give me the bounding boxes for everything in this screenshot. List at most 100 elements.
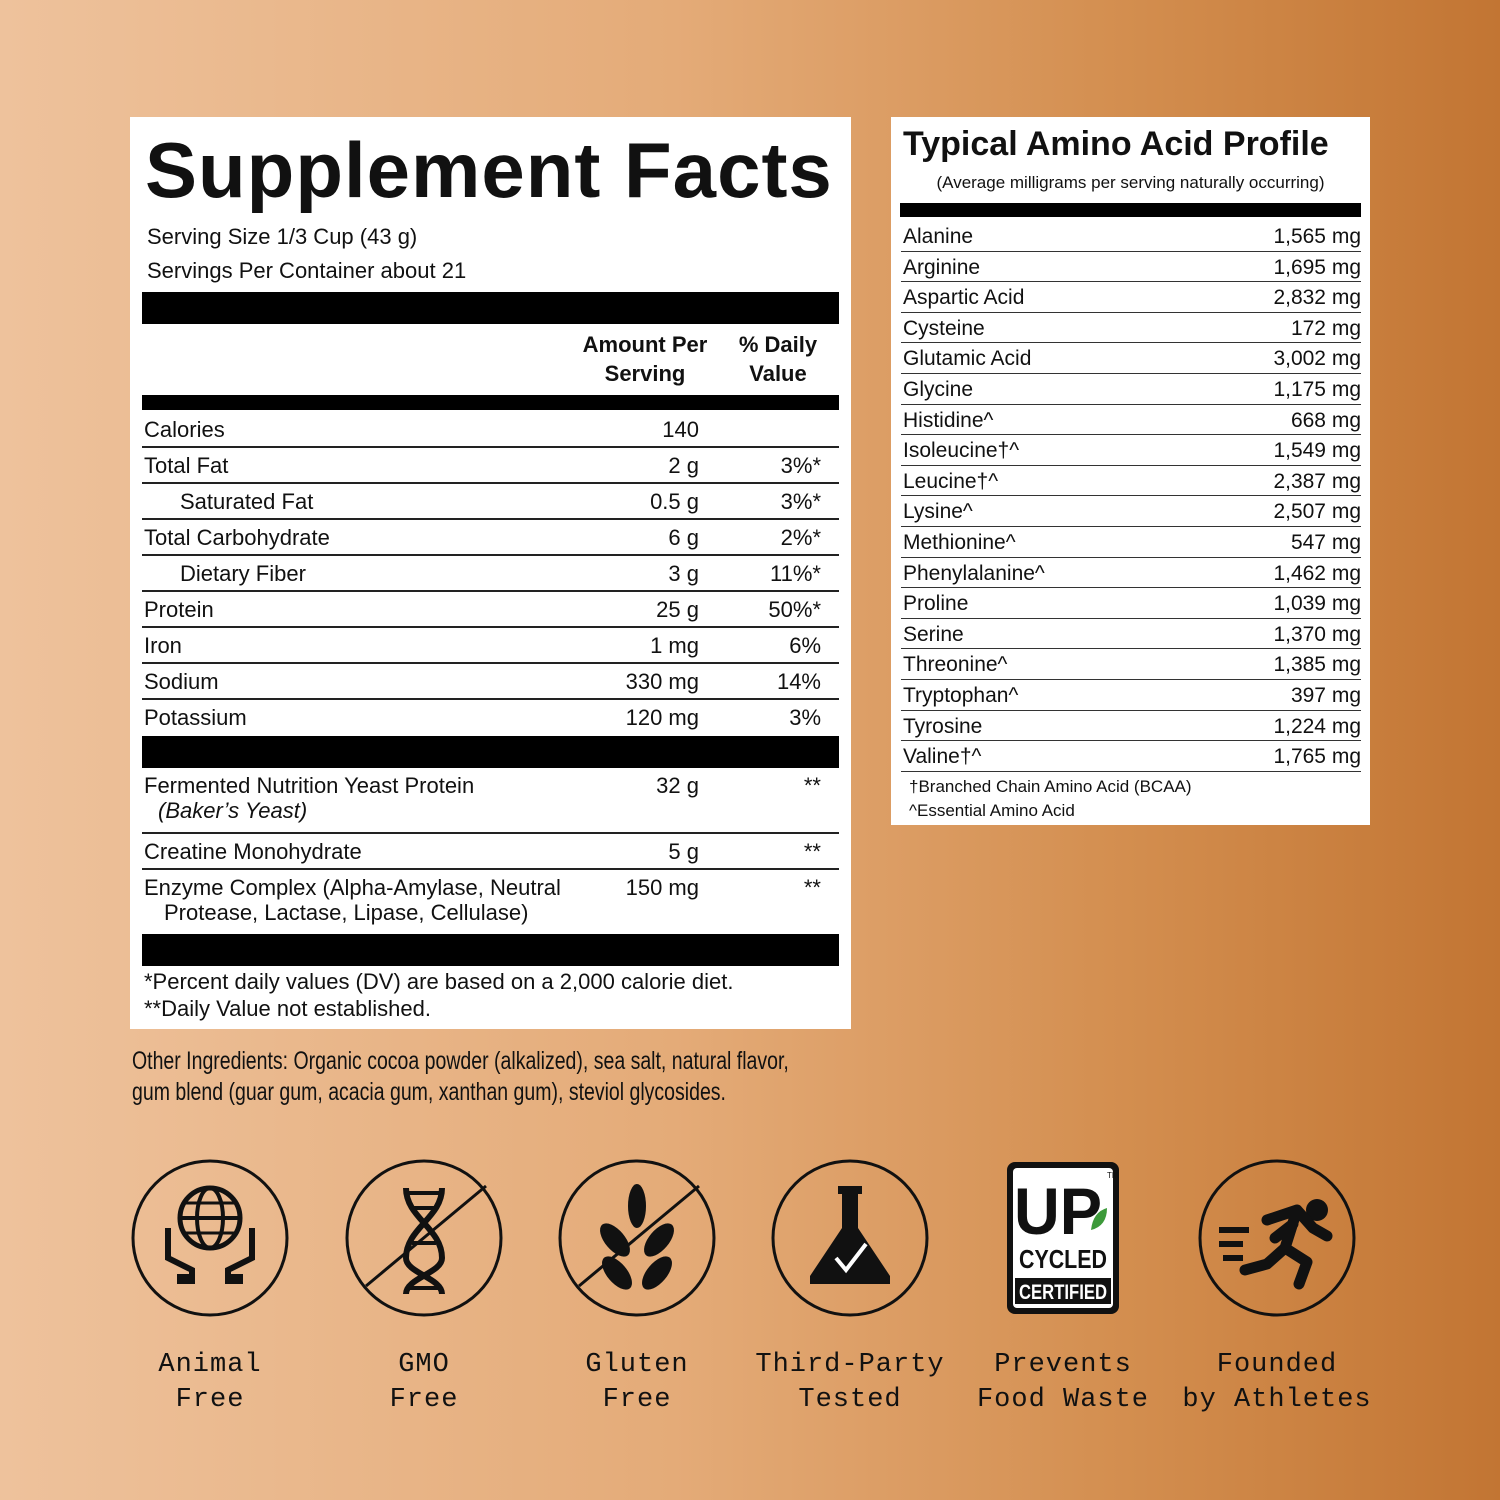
- amino-value: 1,039 mg: [1273, 592, 1361, 616]
- flask-check-icon: [771, 1159, 929, 1317]
- nutrient-row: Saturated Fat 0.5 g 3%*: [142, 484, 839, 520]
- amino-name: Tryptophan^: [903, 684, 1019, 707]
- amino-row: Lysine^ 2,507 mg: [901, 496, 1361, 527]
- amino-row: Leucine†^ 2,387 mg: [901, 466, 1361, 497]
- amino-name: Lysine^: [903, 500, 973, 524]
- nutrient-name: Calories: [144, 417, 225, 442]
- nutrient-name: Dietary Fiber: [180, 561, 306, 586]
- nutrient-row: Dietary Fiber 3 g 11%*: [142, 556, 839, 592]
- amino-row: Alanine 1,565 mg: [901, 221, 1361, 252]
- amino-row: Arginine 1,695 mg: [901, 252, 1361, 283]
- amino-value: 2,387 mg: [1273, 469, 1361, 493]
- nutrient-row: Sodium 330 mg 14%: [142, 664, 839, 700]
- dna-crossed-icon: [345, 1159, 503, 1317]
- footnote-not-established: **Daily Value not established.: [144, 996, 431, 1021]
- svg-text:TM: TM: [1107, 1171, 1119, 1180]
- nutrient-dv: 6%: [789, 633, 821, 658]
- amino-row: Glutamic Acid 3,002 mg: [901, 343, 1361, 374]
- amino-row: Methionine^ 547 mg: [901, 527, 1361, 558]
- badge-flask-check: Third-Party Tested: [750, 1158, 950, 1418]
- amino-value: 1,462 mg: [1273, 561, 1361, 585]
- nutrient-row: Calories 140: [142, 412, 839, 448]
- badge-globe-hands: Animal Free: [110, 1158, 310, 1418]
- amino-value: 1,565 mg: [1273, 225, 1361, 248]
- nutrient-dv: 3%*: [780, 453, 821, 478]
- amino-row: Serine 1,370 mg: [901, 619, 1361, 650]
- divider-bar: [142, 934, 839, 966]
- ingredient-row: Fermented Nutrition Yeast Protein (Baker…: [142, 768, 839, 834]
- amino-title: Typical Amino Acid Profile: [903, 125, 1329, 163]
- amino-value: 668 mg: [1290, 408, 1361, 432]
- nutrient-row: Iron 1 mg 6%: [142, 628, 839, 664]
- svg-text:UP: UP: [1014, 1174, 1102, 1248]
- nutrient-name: Saturated Fat: [180, 489, 314, 514]
- nutrient-name: Total Fat: [144, 453, 229, 478]
- badge-label: GMO Free: [389, 1350, 459, 1415]
- nutrient-name: Protein: [144, 597, 214, 622]
- amino-value: 2,507 mg: [1273, 500, 1361, 524]
- amino-value: 1,385 mg: [1273, 653, 1361, 677]
- nutrient-amount: 25 g: [656, 597, 699, 622]
- amino-name: Methionine^: [903, 531, 1016, 554]
- amino-value: 172 mg: [1290, 316, 1361, 340]
- amino-row: Threonine^ 1,385 mg: [901, 649, 1361, 680]
- amino-row: Glycine 1,175 mg: [901, 374, 1361, 405]
- amino-name: Phenylalanine^: [903, 561, 1045, 585]
- amino-row: Proline 1,039 mg: [901, 588, 1361, 619]
- divider-bar: [142, 736, 839, 768]
- divider-bar: [142, 292, 839, 324]
- amino-row: Valine†^ 1,765 mg: [901, 741, 1361, 772]
- nutrient-name: Sodium: [144, 669, 219, 694]
- supplement-facts-title: Supplement Facts: [145, 126, 833, 214]
- nutrient-name: Iron: [144, 633, 182, 658]
- nutrient-amount: 0.5 g: [650, 489, 699, 514]
- nutrient-row: Protein 25 g 50%*: [142, 592, 839, 628]
- badge-wheat-crossed: Gluten Free: [537, 1158, 737, 1418]
- nutrient-name: Total Carbohydrate: [144, 525, 330, 550]
- wheat-crossed-icon: [558, 1159, 716, 1317]
- amino-name: Leucine†^: [903, 469, 999, 493]
- globe-hands-icon: [131, 1159, 289, 1317]
- amount-header: Amount Per Serving: [582, 332, 708, 386]
- amino-name: Valine†^: [903, 745, 982, 769]
- amino-row: Isoleucine†^ 1,549 mg: [901, 435, 1361, 466]
- nutrient-row: Total Carbohydrate 6 g 2%*: [142, 520, 839, 556]
- nutrient-dv: 14%: [776, 669, 821, 694]
- amino-value: 1,765 mg: [1273, 745, 1361, 769]
- nutrient-amount: 2 g: [668, 453, 699, 478]
- badge-dna-crossed: GMO Free: [324, 1158, 524, 1418]
- badge-label: Prevents Food Waste: [976, 1350, 1150, 1415]
- nutrient-name: Potassium: [144, 705, 247, 730]
- nutrient-dv: 50%*: [768, 597, 821, 622]
- amino-name: Tyrosine: [903, 714, 983, 738]
- essential-note: ^Essential Amino Acid: [909, 801, 1075, 820]
- runner-icon: [1198, 1159, 1356, 1317]
- amino-name: Proline: [903, 592, 969, 616]
- amino-value: 2,832 mg: [1273, 286, 1361, 310]
- amino-row: Histidine^ 668 mg: [901, 405, 1361, 436]
- nutrient-row: Potassium 120 mg 3%: [142, 700, 839, 736]
- nutrient-amount: 120 mg: [625, 705, 699, 730]
- amino-row: Phenylalanine^ 1,462 mg: [901, 558, 1361, 589]
- servings-per-container: Servings Per Container about 21: [147, 258, 467, 283]
- svg-text:CERTIFIED: CERTIFIED: [1019, 1281, 1107, 1304]
- upcycled-certified-logo: UP TM CYCLED CERTIFIED: [1007, 1162, 1119, 1314]
- bcaa-note: †Branched Chain Amino Acid (BCAA): [909, 777, 1192, 796]
- amino-row: Tyrosine 1,224 mg: [901, 711, 1361, 742]
- amino-name: Isoleucine†^: [903, 439, 1020, 463]
- nutrient-amount: 3 g: [668, 561, 699, 586]
- amino-name: Serine: [903, 622, 964, 646]
- amino-value: 1,695 mg: [1273, 255, 1361, 279]
- nutrient-dv: 3%*: [780, 489, 821, 514]
- nutrient-dv: 3%: [789, 705, 821, 730]
- divider-bar: [900, 203, 1361, 217]
- amino-row: Aspartic Acid 2,832 mg: [901, 282, 1361, 313]
- serving-size: Serving Size 1/3 Cup (43 g): [147, 224, 418, 249]
- amino-value: 547 mg: [1290, 531, 1361, 554]
- amino-row: Tryptophan^ 397 mg: [901, 680, 1361, 711]
- amino-name: Glutamic Acid: [903, 347, 1032, 371]
- badge-runner: Founded by Athletes: [1177, 1158, 1377, 1418]
- nutrient-amount: 140: [662, 417, 699, 442]
- amino-name: Alanine: [903, 225, 974, 248]
- badge-label: Animal Free: [158, 1350, 262, 1415]
